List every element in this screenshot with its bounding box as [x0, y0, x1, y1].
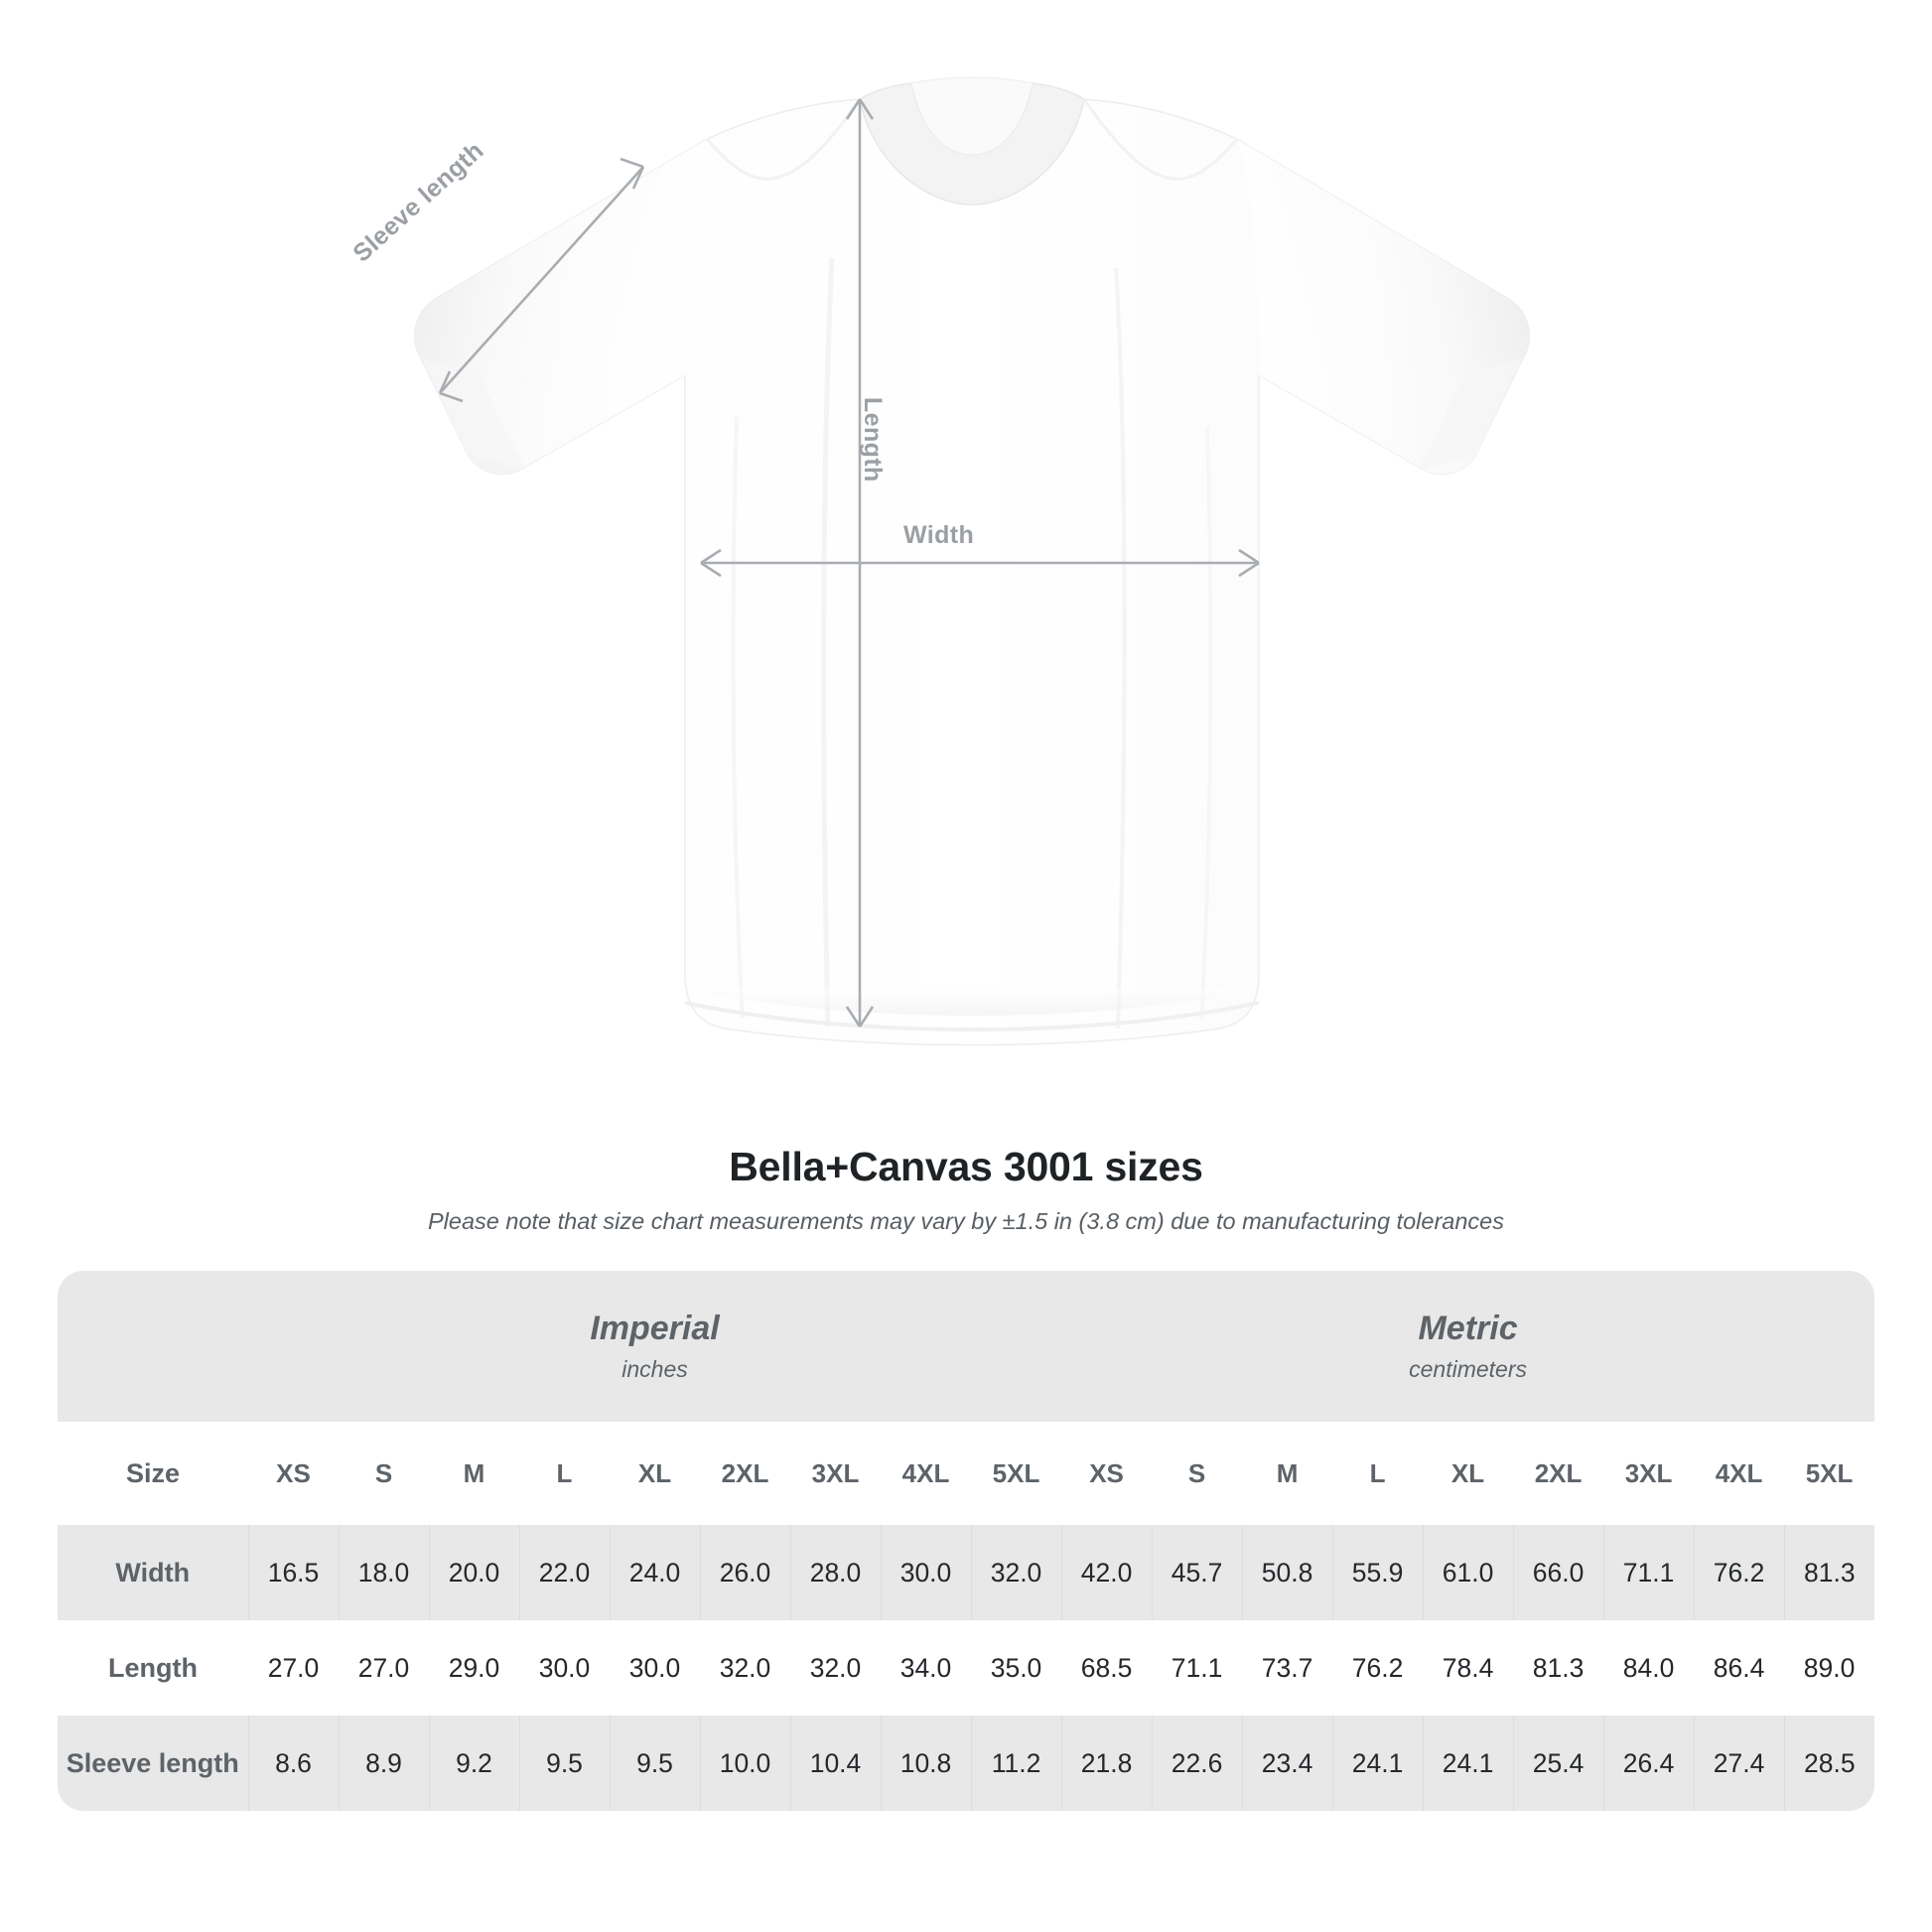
- unit-row-spacer: [58, 1271, 248, 1422]
- row-header-label: Sleeve length: [58, 1716, 248, 1811]
- size-column-header-xl: XL: [1423, 1422, 1514, 1525]
- cell-length-imperial-xs: 27.0: [248, 1620, 339, 1716]
- cell-sleeve-length-imperial-xl: 9.5: [609, 1716, 700, 1811]
- cell-length-imperial-m: 29.0: [429, 1620, 519, 1716]
- cell-sleeve-length-metric-2xl: 25.4: [1512, 1716, 1604, 1811]
- size-column-header-xs: XS: [248, 1422, 339, 1525]
- unit-group-row: Imperial inches Metric centimeters: [58, 1271, 1874, 1422]
- cell-sleeve-length-metric-xl: 24.1: [1422, 1716, 1514, 1811]
- cell-sleeve-length-imperial-3xl: 10.4: [789, 1716, 881, 1811]
- cell-length-imperial-3xl: 32.0: [790, 1620, 881, 1716]
- cell-sleeve-length-imperial-xs: 8.6: [247, 1716, 339, 1811]
- table-row: Width 16.5 18.0 20.0 22.0 24.0 26.0 28.0 30.0 32.…: [58, 1525, 1874, 1620]
- cell-width-imperial-m: 20.0: [428, 1525, 519, 1620]
- cell-width-metric-s: 45.7: [1151, 1525, 1243, 1620]
- size-column-header-2xl: 2XL: [700, 1422, 790, 1525]
- unit-group-metric: Metric centimeters: [1061, 1271, 1874, 1422]
- unit-group-imperial: Imperial inches: [248, 1271, 1062, 1422]
- size-column-header-l: L: [519, 1422, 610, 1525]
- cell-sleeve-length-imperial-m: 9.2: [428, 1716, 519, 1811]
- size-column-header-5xl: 5XL: [971, 1422, 1062, 1525]
- size-column-header-5xl: 5XL: [1784, 1422, 1874, 1525]
- measure-guides: [438, 98, 1260, 1028]
- cell-length-imperial-xl: 30.0: [610, 1620, 700, 1716]
- cell-width-imperial-xs: 16.5: [247, 1525, 339, 1620]
- size-column-header-s: S: [1152, 1422, 1243, 1525]
- cell-width-imperial-s: 18.0: [338, 1525, 429, 1620]
- size-column-header-xs: XS: [1061, 1422, 1153, 1525]
- cell-length-imperial-2xl: 32.0: [700, 1620, 790, 1716]
- unit-group-name: Metric: [1418, 1309, 1518, 1347]
- cell-width-metric-xl: 61.0: [1422, 1525, 1514, 1620]
- cell-width-metric-3xl: 71.1: [1602, 1525, 1695, 1620]
- size-column-header-4xl: 4XL: [881, 1422, 971, 1525]
- page-title: Bella+Canvas 3001 sizes: [729, 1144, 1203, 1189]
- cell-width-metric-l: 55.9: [1331, 1525, 1424, 1620]
- length-dimension-label: Length: [859, 397, 887, 483]
- row-header-label: Width: [58, 1525, 248, 1620]
- size-column-header-3xl: 3XL: [1603, 1422, 1695, 1525]
- size-column-header-xl: XL: [610, 1422, 700, 1525]
- cell-width-imperial-4xl: 30.0: [880, 1525, 971, 1620]
- cell-length-metric-xs: 68.5: [1061, 1620, 1153, 1716]
- cell-length-metric-l: 76.2: [1332, 1620, 1424, 1716]
- cell-length-imperial-5xl: 35.0: [971, 1620, 1062, 1716]
- cell-sleeve-length-metric-xs: 21.8: [1060, 1716, 1153, 1811]
- cell-sleeve-length-imperial-2xl: 10.0: [699, 1716, 790, 1811]
- unit-group-name: Imperial: [590, 1309, 720, 1347]
- row-header-label: Length: [58, 1620, 248, 1716]
- size-column-header-4xl: 4XL: [1694, 1422, 1785, 1525]
- tshirt-graphic: [414, 76, 1530, 1046]
- size-header-label: Size: [58, 1422, 248, 1525]
- cell-sleeve-length-metric-l: 24.1: [1331, 1716, 1424, 1811]
- size-column-header-3xl: 3XL: [790, 1422, 881, 1525]
- size-header-row: Size XS S M L XL 2XL 3XL 4XL 5XL XS S M L XL 2XL 3XL 4XL 5…: [58, 1422, 1874, 1525]
- tolerance-note: Please note that size chart measurements…: [428, 1208, 1504, 1234]
- cell-length-imperial-l: 30.0: [519, 1620, 610, 1716]
- cell-sleeve-length-imperial-5xl: 11.2: [970, 1716, 1062, 1811]
- cell-sleeve-length-metric-4xl: 27.4: [1693, 1716, 1785, 1811]
- width-dimension-label: Width: [903, 521, 975, 549]
- cell-width-imperial-l: 22.0: [518, 1525, 610, 1620]
- cell-sleeve-length-imperial-l: 9.5: [518, 1716, 610, 1811]
- cell-length-metric-5xl: 89.0: [1784, 1620, 1874, 1716]
- size-chart-table: Imperial inches Metric centimeters Size XS S M L…: [58, 1271, 1874, 1811]
- table-row: Length 27.0 27.0 29.0 30.0 30.0 32.0 32.0 34.0 35…: [58, 1620, 1874, 1716]
- size-column-header-2xl: 2XL: [1513, 1422, 1604, 1525]
- cell-width-imperial-5xl: 32.0: [970, 1525, 1062, 1620]
- cell-sleeve-length-metric-3xl: 26.4: [1602, 1716, 1695, 1811]
- cell-length-imperial-s: 27.0: [339, 1620, 429, 1716]
- cell-width-imperial-xl: 24.0: [609, 1525, 700, 1620]
- unit-group-unit: centimeters: [1409, 1356, 1527, 1383]
- cell-length-metric-4xl: 86.4: [1694, 1620, 1785, 1716]
- cell-width-metric-m: 50.8: [1241, 1525, 1333, 1620]
- cell-length-metric-3xl: 84.0: [1603, 1620, 1695, 1716]
- cell-length-metric-s: 71.1: [1152, 1620, 1243, 1716]
- unit-group-unit: inches: [621, 1356, 688, 1383]
- cell-width-imperial-2xl: 26.0: [699, 1525, 790, 1620]
- cell-length-metric-xl: 78.4: [1423, 1620, 1514, 1716]
- cell-sleeve-length-metric-m: 23.4: [1241, 1716, 1333, 1811]
- title-block: Bella+Canvas 3001 sizes Please note that…: [0, 1144, 1932, 1235]
- cell-width-metric-2xl: 66.0: [1512, 1525, 1604, 1620]
- cell-sleeve-length-imperial-4xl: 10.8: [880, 1716, 971, 1811]
- size-column-header-m: M: [429, 1422, 519, 1525]
- cell-width-metric-5xl: 81.3: [1783, 1525, 1874, 1620]
- cell-width-metric-xs: 42.0: [1060, 1525, 1153, 1620]
- cell-sleeve-length-metric-5xl: 28.5: [1783, 1716, 1874, 1811]
- size-column-header-m: M: [1242, 1422, 1333, 1525]
- cell-length-metric-m: 73.7: [1242, 1620, 1333, 1716]
- cell-sleeve-length-metric-s: 22.6: [1151, 1716, 1243, 1811]
- tshirt-illustration: Sleeve length Length Width: [347, 76, 1530, 1046]
- cell-width-imperial-3xl: 28.0: [789, 1525, 881, 1620]
- cell-length-metric-2xl: 81.3: [1513, 1620, 1604, 1716]
- tshirt-image: [414, 76, 1530, 1046]
- cell-sleeve-length-imperial-s: 8.9: [338, 1716, 429, 1811]
- cell-length-imperial-4xl: 34.0: [881, 1620, 971, 1716]
- table-row: Sleeve length 8.6 8.9 9.2 9.5 9.5 10.0 10.4 10.8…: [58, 1716, 1874, 1811]
- size-column-header-s: S: [339, 1422, 429, 1525]
- size-column-header-l: L: [1332, 1422, 1424, 1525]
- cell-width-metric-4xl: 76.2: [1693, 1525, 1785, 1620]
- size-chart-table-container: Imperial inches Metric centimeters Size XS S M L…: [58, 1271, 1874, 1811]
